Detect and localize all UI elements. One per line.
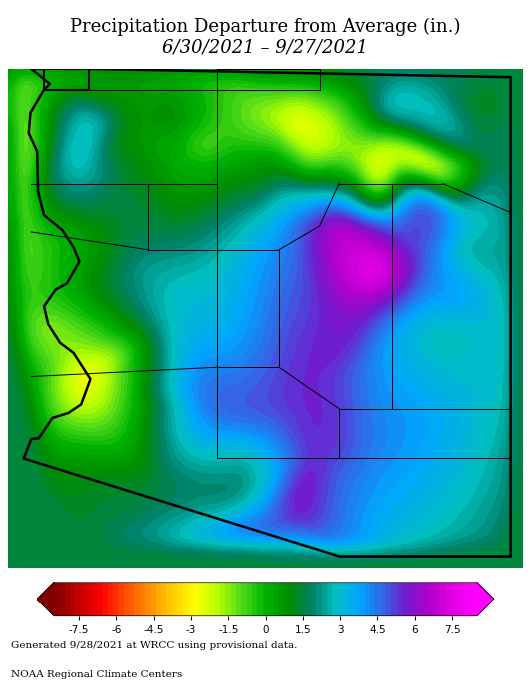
Text: 6/30/2021 – 9/27/2021: 6/30/2021 – 9/27/2021: [162, 39, 369, 56]
Text: NOAA Regional Climate Centers: NOAA Regional Climate Centers: [11, 669, 182, 679]
PathPatch shape: [477, 583, 494, 616]
Text: Generated 9/28/2021 at WRCC using provisional data.: Generated 9/28/2021 at WRCC using provis…: [11, 641, 297, 650]
PathPatch shape: [37, 583, 54, 616]
Text: Precipitation Departure from Average (in.): Precipitation Departure from Average (in…: [70, 18, 461, 36]
